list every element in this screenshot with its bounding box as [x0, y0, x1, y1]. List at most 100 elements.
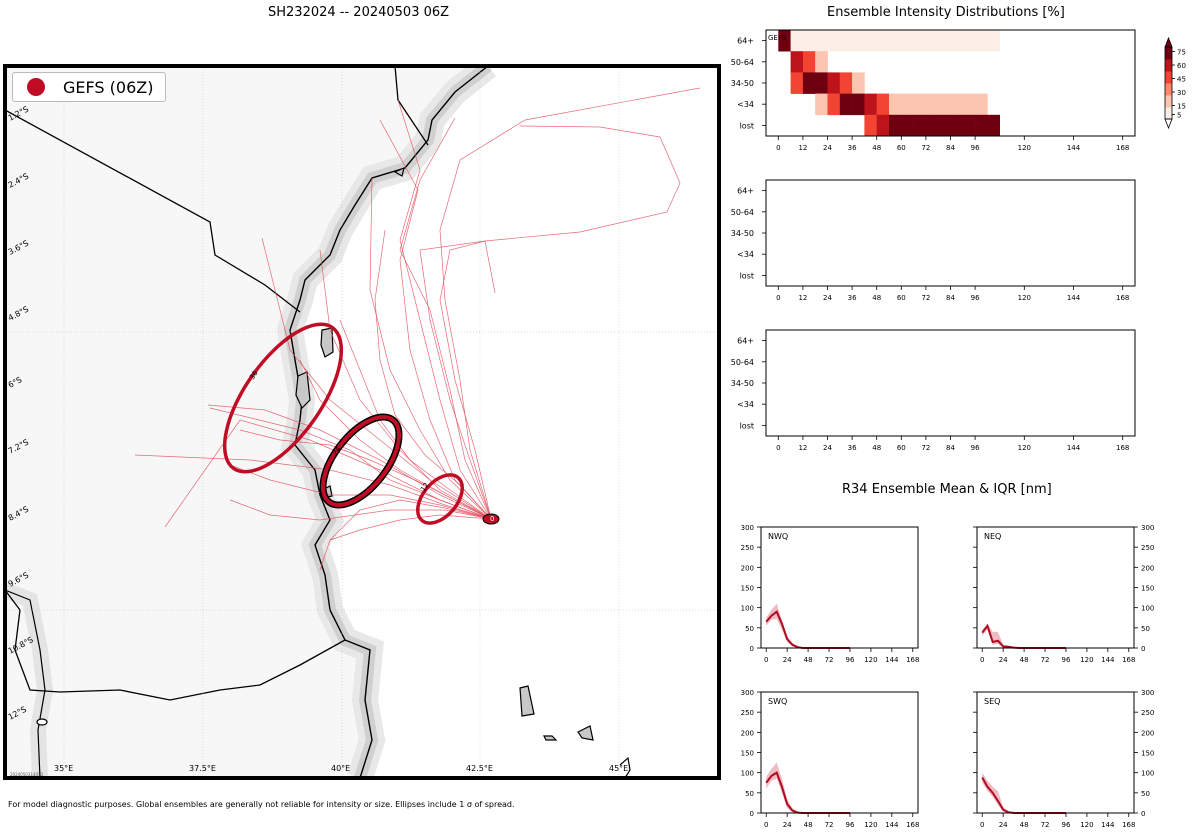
- border-zambia: [5, 589, 61, 693]
- heatmap-cell: [827, 72, 841, 94]
- r34-xtick-label: 96: [846, 821, 855, 829]
- colorbar-segment: [1165, 59, 1172, 72]
- r34-xtick-label: 168: [1122, 821, 1135, 829]
- track-member-17: [339, 319, 492, 520]
- heatmap-xtick-label: 168: [1116, 444, 1129, 452]
- heatmap-cell: [815, 72, 828, 94]
- r34-ytick-label: 100: [741, 605, 754, 613]
- map-gridlines: [5, 66, 719, 778]
- colorbar-tick-label: 60: [1177, 62, 1186, 70]
- r34-mean-line: [765, 610, 850, 649]
- heatmap-cell: [802, 30, 816, 52]
- ensemble-tracks: [134, 87, 701, 571]
- r34-xtick-label: 120: [1080, 821, 1093, 829]
- heatmap-xtick-label: 0: [776, 294, 780, 302]
- heatmap-cell: [938, 93, 951, 116]
- r34-ytick-label: 0: [750, 645, 754, 653]
- r34-xtick-label: 48: [1020, 821, 1029, 829]
- lon-label-3: 40°E: [331, 764, 350, 773]
- heatmap-xtick-label: 120: [1018, 144, 1031, 152]
- heatmap-cell: [852, 30, 865, 52]
- r34-mean-line: [981, 777, 1066, 814]
- track-member-19: [374, 229, 492, 520]
- r34-ytick-label: 100: [741, 770, 754, 778]
- ellipse-label-36: 36: [248, 369, 260, 381]
- heatmap-cell: [901, 93, 914, 116]
- heatmap-xtick-label: 144: [1067, 144, 1081, 152]
- heatmap-xtick-label: 0: [776, 144, 780, 152]
- heatmap-cell: [962, 93, 976, 116]
- intensity-title: Ensemble Intensity Distributions [%]: [827, 5, 1065, 20]
- map-legend: GEFS (06Z): [12, 72, 166, 102]
- heatmap-cell: [876, 114, 890, 137]
- island-comoros-3: [577, 725, 594, 741]
- track-member-10: [419, 125, 681, 520]
- heatmap-xtick-label: 96: [971, 144, 980, 152]
- island-lamu: [393, 166, 405, 177]
- heatmap-cell: [987, 30, 1000, 52]
- island-zanzibar: [295, 371, 311, 410]
- track-map: 36 24 12 0 1.2°S 2.4°S 3.6°S 4.8°S 6°S 7…: [3, 64, 721, 780]
- heatmap-xtick-label: 36: [848, 444, 857, 452]
- heatmap-xtick-label: 96: [971, 294, 980, 302]
- heatmap-cell: [876, 30, 890, 52]
- r34-xtick-label: 168: [906, 821, 919, 829]
- colorbar-segment: [1165, 95, 1172, 108]
- heatmap-xtick-label: 24: [823, 444, 832, 452]
- heatmap-cell: [802, 51, 816, 73]
- heatmap-xtick-label: 84: [946, 294, 955, 302]
- r34-xtick-label: 24: [999, 821, 1008, 829]
- track-member-9: [439, 87, 701, 520]
- r34-ytick-label: 250: [1141, 709, 1154, 717]
- r34-xtick-label: 168: [1122, 656, 1135, 664]
- heatmap-xtick-label: 120: [1018, 294, 1031, 302]
- heatmap-row-label: 50-64: [731, 58, 754, 67]
- heatmap-xtick-label: 48: [872, 144, 881, 152]
- track-member-6: [379, 119, 492, 520]
- heatmap-cell: [815, 93, 828, 116]
- r34-xtick-label: 72: [1041, 821, 1050, 829]
- r34-ytick-label: 200: [741, 564, 754, 572]
- heatmap-cell: [987, 114, 1000, 137]
- lake-shore: [5, 589, 46, 778]
- heatmap-cell: [913, 93, 927, 116]
- heatmap-xtick-label: 96: [971, 444, 980, 452]
- r34-xtick-label: 0: [764, 821, 768, 829]
- ellipse-label-24: 24: [331, 445, 343, 457]
- r34-xtick-label: 72: [1041, 656, 1050, 664]
- heatmap-xtick-label: 72: [921, 294, 930, 302]
- r34-ytick-label: 0: [750, 810, 754, 818]
- heatmap-xtick-label: 12: [798, 294, 807, 302]
- track-member-16: [329, 514, 492, 541]
- heatmap-panel-1: 64+ 50-64 34-50 <34 lost 0 12 24 36 48 60 72 84 96 120…: [731, 179, 1136, 302]
- footnote: For model diagnostic purposes. Global en…: [8, 800, 515, 809]
- heatmap-cell: [889, 114, 902, 137]
- heatmap-xtick-label: 36: [848, 144, 857, 152]
- heatmap-cell: [925, 114, 939, 137]
- heatmap-cell: [815, 51, 828, 73]
- lon-label-1: 35°E: [54, 764, 73, 773]
- r34-xtick-label: 120: [1080, 656, 1093, 664]
- r34-quadrant-label: NWQ: [768, 532, 788, 541]
- heatmap-cell: [778, 30, 791, 52]
- r34-ytick-label: 300: [741, 524, 754, 532]
- r34-xtick-label: 0: [764, 656, 768, 664]
- ellipse-label-12: 12: [419, 481, 431, 493]
- r34-xtick-label: 120: [864, 821, 877, 829]
- r34-ytick-label: 50: [1141, 625, 1150, 633]
- colorbar-frame: [1164, 46, 1173, 120]
- colorbar: 515 30 45 60 75: [1164, 36, 1186, 130]
- r34-ytick-label: 50: [745, 625, 754, 633]
- lon-label-2: 37.5°E: [189, 764, 216, 773]
- colorbar-tick-label: 30: [1177, 89, 1186, 97]
- r34-xtick-label: 0: [980, 821, 984, 829]
- heatmap-row-label: 34-50: [731, 229, 754, 238]
- heatmap-xtick-label: 24: [823, 144, 832, 152]
- heatmap-xtick-label: 0: [776, 444, 780, 452]
- heatmap-xtick-label: 60: [897, 294, 906, 302]
- colorbar-segment: [1165, 71, 1172, 84]
- heatmap-xtick-label: 24: [823, 294, 832, 302]
- track-member-7: [397, 99, 492, 520]
- r34-ytick-label: 200: [741, 729, 754, 737]
